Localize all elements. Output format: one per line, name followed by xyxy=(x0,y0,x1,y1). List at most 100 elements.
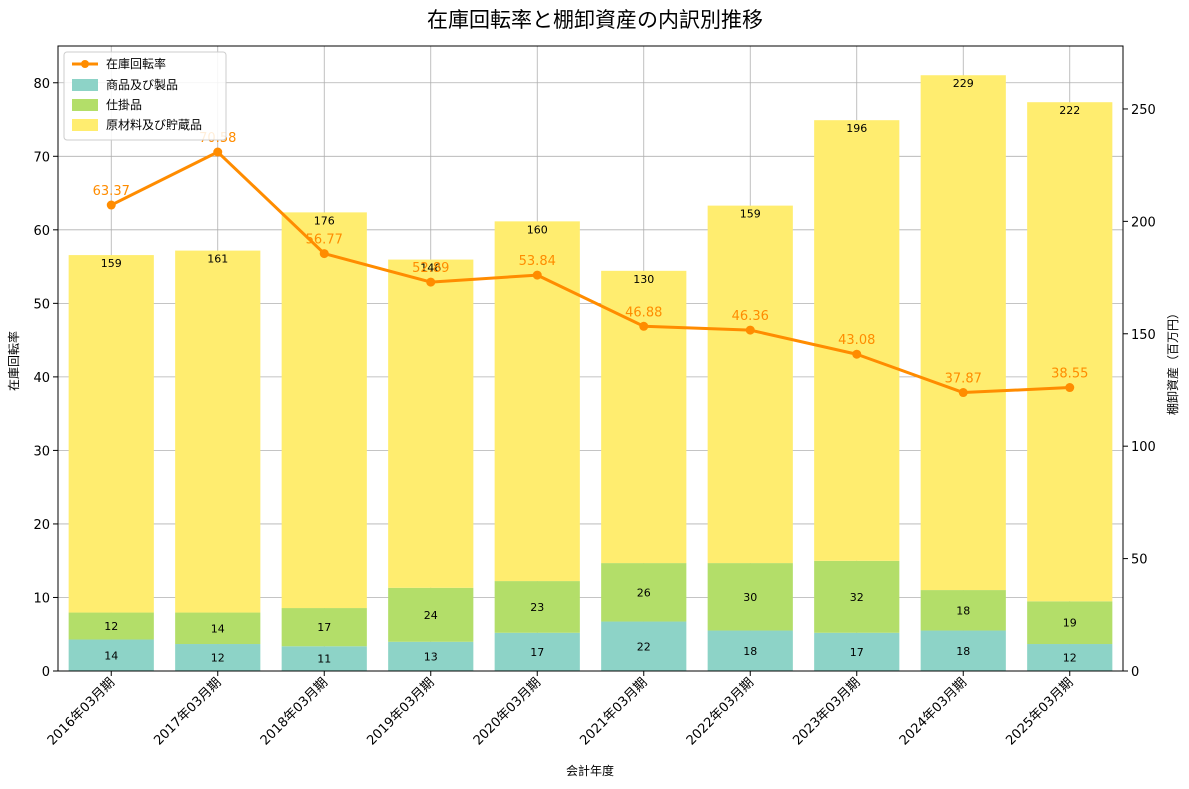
bar-series1-8 xyxy=(920,590,1006,631)
rate-line xyxy=(110,150,1070,395)
xtick-label-9: 2025年03月期 xyxy=(1003,675,1076,748)
bar-series2-6 xyxy=(707,205,793,564)
y-axis-label-left: 在庫回転率 xyxy=(6,331,21,391)
ytick-left-7: 70 xyxy=(33,150,50,165)
ytick-right-3: 150 xyxy=(1131,328,1156,343)
bar-series0-3 xyxy=(388,641,474,671)
bar-series0-6 xyxy=(707,630,793,671)
bar-label-series1-7: 32 xyxy=(850,591,864,604)
rate-point-0 xyxy=(106,200,116,210)
bar-label-series2-4: 160 xyxy=(527,223,548,236)
bar-series2-9 xyxy=(1027,102,1113,602)
xtick-label-6: 2022年03月期 xyxy=(684,675,757,748)
bar-series2-4 xyxy=(494,221,580,582)
ytick-right-2: 100 xyxy=(1131,440,1156,455)
bar-label-series0-6: 18 xyxy=(743,645,757,658)
rate-label-5: 46.88 xyxy=(625,305,662,320)
bar-label-series2-2: 176 xyxy=(314,214,335,227)
bar-label-series2-0: 159 xyxy=(101,257,122,270)
bar-series0-0 xyxy=(68,639,154,671)
legend-box xyxy=(63,51,227,141)
rate-point-5 xyxy=(639,321,649,331)
bar-label-series1-3: 24 xyxy=(424,609,438,622)
bar-label-series2-7: 196 xyxy=(846,122,867,135)
bar-series0-4 xyxy=(494,632,580,671)
ytick-left-5: 50 xyxy=(33,297,50,312)
bar-label-series0-7: 17 xyxy=(850,646,864,659)
chart-title: 在庫回転率と棚卸資産の内訳別推移 xyxy=(427,8,763,32)
bar-label-series0-5: 22 xyxy=(637,640,651,653)
bar-series0-8 xyxy=(920,630,1006,671)
bar-label-series1-4: 23 xyxy=(530,601,544,614)
legend-label-series1: 仕掛品 xyxy=(106,97,142,112)
bar-label-series1-0: 12 xyxy=(104,620,118,633)
ytick-left-1: 10 xyxy=(33,591,50,606)
bar-label-series0-4: 17 xyxy=(530,646,544,659)
bar-series1-7 xyxy=(814,560,900,633)
ytick-right-4: 200 xyxy=(1131,215,1156,230)
rate-line-layer: 63.3770.5856.7752.8953.8446.8846.3643.08… xyxy=(93,131,1088,398)
bar-label-series2-6: 159 xyxy=(740,208,761,221)
ytick-left-4: 40 xyxy=(33,371,50,386)
ytick-left-6: 60 xyxy=(33,224,50,239)
rate-point-2 xyxy=(319,249,329,259)
ytick-left-0: 0 xyxy=(42,665,50,680)
bar-series1-1 xyxy=(175,612,261,645)
plot-frame xyxy=(57,45,1124,672)
xtick-label-5: 2021年03月期 xyxy=(577,675,650,748)
rate-point-8 xyxy=(958,388,968,398)
bar-series0-5 xyxy=(601,621,687,671)
bar-label-series2-9: 222 xyxy=(1059,104,1080,117)
legend-label-series2: 原材料及び貯蔵品 xyxy=(106,118,202,132)
bar-series2-7 xyxy=(814,120,900,561)
ytick-right-0: 0 xyxy=(1131,665,1139,680)
bar-series1-4 xyxy=(494,581,580,633)
legend-label-rate: 在庫回転率 xyxy=(106,56,166,71)
bar-series1-3 xyxy=(388,587,474,642)
rate-point-7 xyxy=(852,349,862,359)
bar-series0-2 xyxy=(281,646,367,671)
bar-series0-7 xyxy=(814,632,900,671)
bar-label-series2-8: 229 xyxy=(953,77,974,90)
ytick-right-5: 250 xyxy=(1131,103,1156,118)
bar-series2-8 xyxy=(920,75,1006,591)
bar-series1-0 xyxy=(68,612,154,640)
legend-marker-rate xyxy=(81,60,89,68)
rate-label-0: 63.37 xyxy=(93,184,130,199)
legend-label-series0: 商品及び製品 xyxy=(106,77,178,92)
bar-labels: 14 12 11 13 17 22 18 17 18 12 12 14 17 24 23 26 30 32 18 19… xyxy=(101,77,1081,665)
rate-point-1 xyxy=(213,147,223,157)
bar-series1-9 xyxy=(1027,601,1113,645)
bar-label-series2-1: 161 xyxy=(207,253,228,266)
bar-series0-1 xyxy=(175,644,261,671)
x-axis-label: 会計年度 xyxy=(566,763,614,778)
bar-label-series0-9: 12 xyxy=(1063,652,1077,665)
bar-series2-5 xyxy=(601,270,687,564)
rate-label-9: 38.55 xyxy=(1051,367,1088,382)
bar-series2-2 xyxy=(281,212,367,609)
bar-label-series2-3: 146 xyxy=(420,262,441,275)
bar-series1-6 xyxy=(707,563,793,631)
bar-label-series1-5: 26 xyxy=(637,586,651,599)
xtick-label-4: 2020年03月期 xyxy=(471,675,544,748)
legend-swatch-series0 xyxy=(72,79,98,91)
rate-label-7: 43.08 xyxy=(838,333,875,348)
bar-label-series2-5: 130 xyxy=(633,273,654,286)
bar-label-series0-2: 11 xyxy=(317,653,331,666)
axes xyxy=(57,45,1124,672)
bar-label-series1-1: 14 xyxy=(211,622,225,635)
bar-label-series1-8: 18 xyxy=(956,604,970,617)
ytick-left-3: 30 xyxy=(33,444,50,459)
xtick-label-3: 2019年03月期 xyxy=(364,675,437,748)
rate-point-4 xyxy=(532,270,542,280)
xtick-label-2: 2018年03月期 xyxy=(258,675,331,748)
legend-swatch-series1 xyxy=(72,99,98,111)
xtick-label-7: 2023年03月期 xyxy=(790,675,863,748)
rate-label-2: 56.77 xyxy=(306,233,343,248)
rate-label-8: 37.87 xyxy=(945,372,982,387)
bar-label-series1-6: 30 xyxy=(743,591,757,604)
ytick-left-8: 80 xyxy=(33,77,50,92)
bar-series2-3 xyxy=(388,259,474,588)
